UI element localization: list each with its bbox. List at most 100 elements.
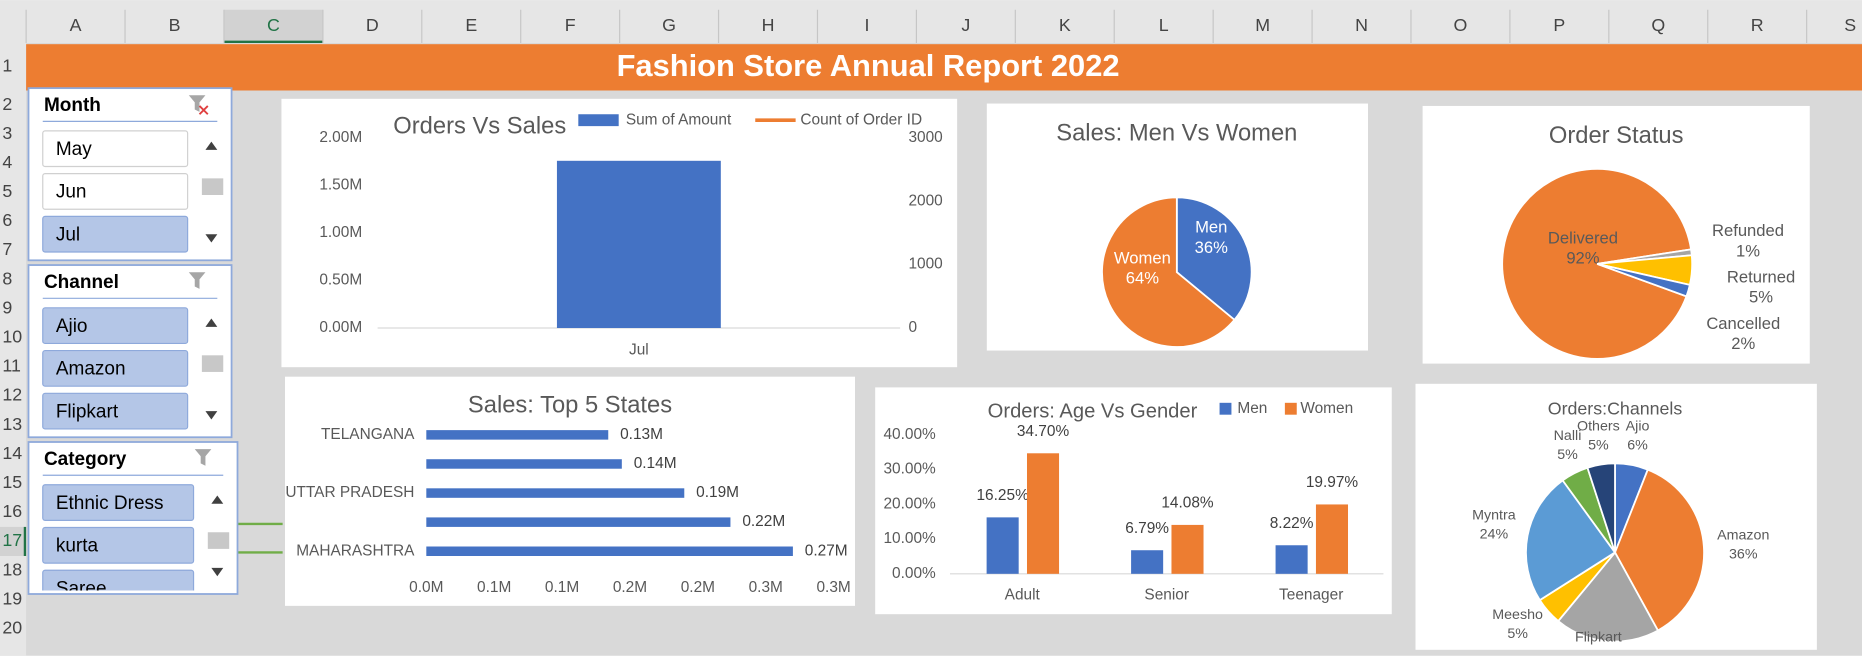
pie-slice (1586, 462, 1616, 553)
pie-slice (1614, 468, 1705, 632)
slicer-scrollbar[interactable] (201, 318, 224, 420)
x-tick-label: 0.3M (816, 579, 850, 596)
slicer-item-box (42, 484, 195, 521)
y2-tick-label: 1000 (908, 256, 942, 273)
slicer-item[interactable]: Amazon (42, 349, 189, 387)
slicer-title: Channel (44, 272, 119, 293)
slicer-item-box (42, 173, 189, 210)
row-header-label: 13 (2, 414, 22, 434)
legend-label: Sum of Amount (626, 111, 732, 128)
clear-filter-button[interactable] (194, 449, 212, 466)
slice-value-label: 2% (1731, 334, 1755, 353)
slicer-item-box (42, 349, 189, 387)
data-label: 19.97% (1306, 474, 1359, 491)
slicer-item[interactable]: kurta (42, 526, 195, 564)
chart: Orders Vs Sales 0.00M 0.50M 1.00M 1.50M 2.00M… (281, 98, 958, 368)
slicer-item[interactable]: Flipkart (42, 392, 189, 430)
selected-row-header (0, 526, 27, 556)
column-header-label: H (762, 15, 775, 35)
slicer-item[interactable]: Ajio (42, 307, 189, 345)
data-label: 14.08% (1161, 495, 1214, 512)
chart: Orders: Age Vs Gender 0.00% 10.00% 20.00% 30… (875, 387, 1392, 615)
row-header-label: 12 (2, 385, 22, 405)
legend-label: Women (1300, 400, 1353, 417)
clear-filter-button[interactable] (188, 272, 206, 289)
report-title: Fashion Store Annual Report 2022 (617, 48, 1120, 83)
selected-column-header (223, 9, 323, 43)
row-header-label: 3 (2, 123, 12, 143)
chart-title: Sales: Men Vs Women (1056, 120, 1297, 147)
slice-label: Ajio (1626, 418, 1650, 434)
slice-value-label: 6% (1627, 437, 1648, 453)
y-tick-label: 0.00M (319, 319, 362, 336)
y-tick-label: 0.00% (892, 565, 936, 582)
scroll-up-arrow (211, 495, 224, 504)
column-header-label: M (1255, 15, 1270, 35)
data-label: 0.14M (634, 455, 677, 472)
row-header-label: 17 (2, 530, 22, 550)
x-tick-label: 0.2M (681, 579, 715, 596)
scroll-thumb (201, 178, 224, 195)
slice-label: Others (1577, 418, 1620, 434)
slicer-item[interactable]: May (42, 130, 189, 168)
slicer-item-box (42, 569, 195, 591)
slicer-item-box (42, 392, 189, 430)
y2-tick-label: 3000 (908, 129, 942, 146)
slice-label: Cancelled (1706, 314, 1780, 333)
slice-value-label: 92% (1566, 249, 1599, 268)
slicer-item[interactable]: Jul (42, 215, 189, 253)
pie-slice (1525, 479, 1617, 602)
data-label: 0.19M (696, 484, 739, 501)
clear-filter-icon (188, 95, 206, 112)
chart-title: Orders Vs Sales (393, 113, 566, 140)
chart: Sales: Top 5 States 0.0M 0.1M 0.1M 0.2M 0.2M 0… (285, 376, 855, 606)
chart-title: Sales: Top 5 States (468, 392, 672, 419)
slice-value-label: 1% (1736, 241, 1760, 260)
column-header-label: P (1553, 15, 1565, 35)
x-tick-label: Teenager (1279, 586, 1343, 603)
slicer-item-label: Jul (56, 224, 80, 245)
slicer-item[interactable]: Jun (42, 173, 189, 210)
legend-swatch (1219, 402, 1232, 415)
scroll-up-arrow (205, 141, 218, 150)
row-header-label: 8 (2, 268, 12, 288)
slice-label: Refunded (1712, 221, 1784, 240)
slice-value-label: 64% (1126, 269, 1159, 288)
y-tick-label: 20.00% (883, 495, 936, 512)
pie-slice (1101, 196, 1236, 348)
slicer-items: Ajio Amazon Flipkart (42, 307, 189, 430)
slice-label: Returned (1727, 268, 1795, 287)
slicer: Category Ethnic Dress kurta Saree (27, 441, 239, 606)
data-label: 34.70% (1017, 423, 1070, 440)
x-tick-label: 0.0M (409, 579, 443, 596)
slicer-item-box (42, 307, 189, 345)
bar (426, 430, 609, 440)
scroll-down-arrow (205, 234, 218, 243)
data-label: 0.22M (742, 513, 785, 530)
slice-label: Delivered (1548, 228, 1618, 247)
column-header-label: K (1059, 15, 1071, 35)
slice-value-label: 36% (1729, 547, 1758, 563)
slicer-item[interactable]: Saree (42, 569, 195, 606)
slicer-item[interactable]: Ethnic Dress (42, 484, 195, 521)
row-header-label: 16 (2, 501, 22, 521)
y-tick-label: 1.00M (319, 224, 362, 241)
slice-value-label: 5% (1507, 626, 1528, 642)
row-header-label: 10 (2, 327, 22, 347)
y-tick-label: 30.00% (883, 461, 936, 478)
x-tick-label: 0.1M (545, 579, 579, 596)
data-label: 0.27M (805, 542, 848, 559)
slicer-item-label: Ajio (56, 316, 88, 337)
clear-filter-button[interactable] (188, 95, 209, 115)
slicer-title: Month (44, 95, 101, 116)
slicer-scrollbar[interactable] (201, 141, 224, 243)
slice-label: Myntra (1472, 507, 1516, 523)
column-header-label: A (70, 15, 82, 35)
data-label: 6.79% (1125, 520, 1169, 537)
scroll-down-arrow (211, 567, 224, 577)
row-header-label: 9 (2, 297, 12, 317)
legend-swatch (578, 114, 619, 127)
y2-tick-label: 0 (908, 319, 917, 336)
slicer-scrollbar[interactable] (207, 495, 230, 577)
